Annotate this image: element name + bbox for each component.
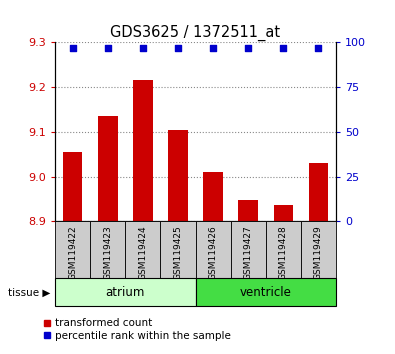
Bar — [126, 221, 160, 278]
Point — [140, 45, 146, 51]
Text: atrium: atrium — [106, 286, 145, 298]
Legend: transformed count, percentile rank within the sample: transformed count, percentile rank withi… — [45, 319, 231, 341]
Title: GDS3625 / 1372511_at: GDS3625 / 1372511_at — [111, 25, 280, 41]
Point — [315, 45, 322, 51]
Point — [210, 45, 216, 51]
Bar — [196, 221, 231, 278]
Bar — [98, 116, 118, 221]
Bar — [63, 152, 83, 221]
Text: GSM119422: GSM119422 — [68, 225, 77, 280]
Bar — [55, 221, 90, 278]
Bar — [265, 221, 301, 278]
Point — [245, 45, 251, 51]
Bar — [203, 172, 223, 221]
Text: GSM119425: GSM119425 — [173, 225, 182, 280]
Text: ventricle: ventricle — [240, 286, 292, 298]
Text: GSM119424: GSM119424 — [138, 225, 147, 280]
Bar — [301, 221, 336, 278]
Text: GSM119426: GSM119426 — [209, 225, 218, 280]
Bar — [168, 130, 188, 221]
Bar — [231, 221, 265, 278]
Bar — [239, 200, 258, 221]
Bar — [133, 80, 152, 221]
Text: GSM119427: GSM119427 — [244, 225, 253, 280]
Text: GSM119423: GSM119423 — [103, 225, 113, 280]
Bar — [273, 205, 293, 221]
Bar — [196, 278, 336, 306]
Bar — [160, 221, 196, 278]
Bar — [90, 221, 126, 278]
Text: tissue ▶: tissue ▶ — [8, 288, 50, 298]
Text: GSM119429: GSM119429 — [314, 225, 323, 280]
Bar — [55, 278, 196, 306]
Bar — [308, 163, 328, 221]
Point — [70, 45, 76, 51]
Point — [280, 45, 286, 51]
Point — [105, 45, 111, 51]
Text: GSM119428: GSM119428 — [278, 225, 288, 280]
Point — [175, 45, 181, 51]
